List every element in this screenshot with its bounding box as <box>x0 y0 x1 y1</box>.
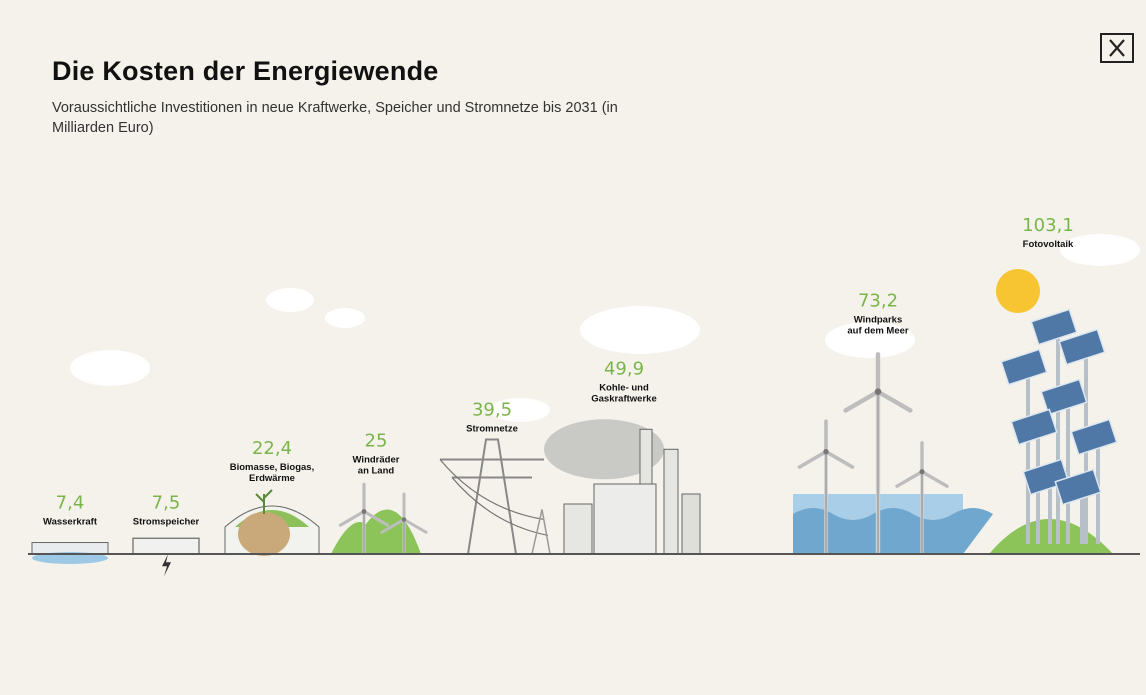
cloud <box>490 398 550 422</box>
category-label: Stromspeicher <box>133 516 200 527</box>
value-label: 7,5 <box>152 492 181 513</box>
close-button[interactable] <box>1100 33 1134 63</box>
cloud <box>325 308 365 328</box>
value-label: 103,1 <box>1022 215 1074 236</box>
page-subtitle: Voraussichtliche Investitionen in neue K… <box>52 100 618 136</box>
value-label: 73,2 <box>858 291 898 312</box>
category-label: auf dem Meer <box>847 326 909 337</box>
bar-6-offshore-wind-icon <box>793 352 993 554</box>
cloud <box>580 306 700 354</box>
value-label: 49,9 <box>604 358 644 379</box>
bar-1-battery-storage-icon <box>132 537 200 577</box>
category-label: Wasserkraft <box>43 517 98 528</box>
value-label: 22,4 <box>252 438 292 459</box>
cloud <box>825 322 915 358</box>
bar-3-wind-turbine-icon <box>331 482 428 554</box>
page-title: Die Kosten der Energiewende <box>52 56 439 86</box>
category-label: Erdwärme <box>249 473 295 484</box>
bar-2-biogas-plant-icon <box>224 489 320 556</box>
category-label: Kohle- und <box>599 382 649 393</box>
clouds <box>70 234 1140 422</box>
category-label: Biomasse, Biogas, <box>230 462 314 473</box>
close-icon <box>1109 39 1125 57</box>
cloud <box>266 288 314 312</box>
bar-5-power-plant-icon <box>544 419 701 555</box>
category-label: Stromnetze <box>466 423 518 434</box>
category-label: Windparks <box>854 315 902 326</box>
value-label: 7,4 <box>56 493 85 514</box>
category-label: Windräder <box>353 455 400 466</box>
category-label: Gaskraftwerke <box>591 393 656 404</box>
cloud <box>70 350 150 386</box>
value-label: 25 <box>365 431 388 452</box>
category-label: Fotovoltaik <box>1023 239 1074 250</box>
category-label: an Land <box>358 466 395 477</box>
bar-7-solar-panel-icon <box>989 269 1118 554</box>
bar-4-power-pylon-icon <box>439 438 551 555</box>
cloud <box>1060 234 1140 266</box>
value-label: 39,5 <box>472 399 512 420</box>
